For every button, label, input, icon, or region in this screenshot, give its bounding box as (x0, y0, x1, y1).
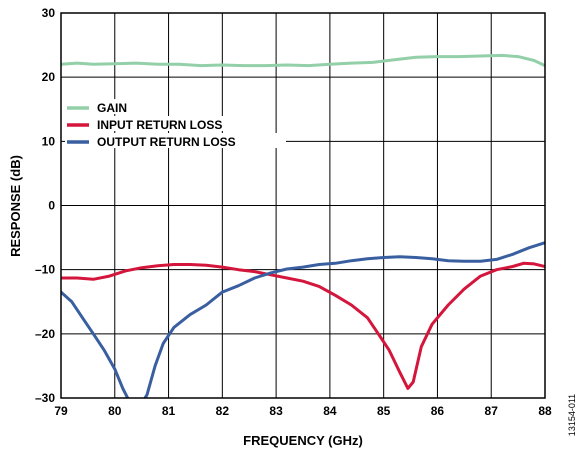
x-tick-label: 88 (538, 404, 552, 418)
x-tick-label: 82 (216, 404, 230, 418)
legend-backdrop (65, 133, 286, 148)
series-line-3 (61, 241, 545, 398)
y-tick-label: 30 (42, 6, 56, 20)
x-tick-label: 81 (162, 404, 176, 418)
legend-label-2: INPUT RETURN LOSS (97, 118, 222, 132)
series-line-2 (61, 261, 545, 390)
y-tick-label: –20 (35, 327, 55, 341)
series-layer (61, 53, 545, 398)
x-tick-label: 84 (323, 404, 337, 418)
x-tick-label: 86 (431, 404, 445, 418)
y-tick-label: –10 (35, 263, 55, 277)
y-tick-label: 20 (42, 70, 56, 84)
legend-backdrop (65, 99, 141, 114)
legend-backdrop (65, 116, 273, 131)
legend-label-3: OUTPUT RETURN LOSS (97, 135, 236, 149)
grid-lines (61, 13, 545, 398)
x-tick-label: 79 (54, 404, 68, 418)
y-tick-label: 10 (42, 134, 56, 148)
series-line-1 (61, 53, 545, 68)
legend: GAIN INPUT RETURN LOSS OUTPUT RETURN LOSS (65, 99, 286, 149)
figure-id: 13154-011 (567, 394, 577, 436)
x-tick-label: 83 (269, 404, 283, 418)
y-axis-label: RESPONSE (dB) (8, 155, 23, 257)
y-tick-label: –30 (35, 391, 55, 405)
x-tick-label: 85 (377, 404, 391, 418)
x-axis-label: FREQUENCY (GHz) (243, 433, 363, 448)
plot-frame (60, 12, 546, 399)
x-tick-label: 80 (108, 404, 122, 418)
x-tick-labels: 79 80 81 82 83 84 85 86 87 88 (54, 404, 552, 418)
x-tick-label: 87 (485, 404, 499, 418)
y-tick-label: 0 (48, 199, 55, 213)
y-tick-labels: 30 20 10 0 –10 –20 –30 (35, 6, 55, 405)
legend-label-1: GAIN (97, 101, 127, 115)
